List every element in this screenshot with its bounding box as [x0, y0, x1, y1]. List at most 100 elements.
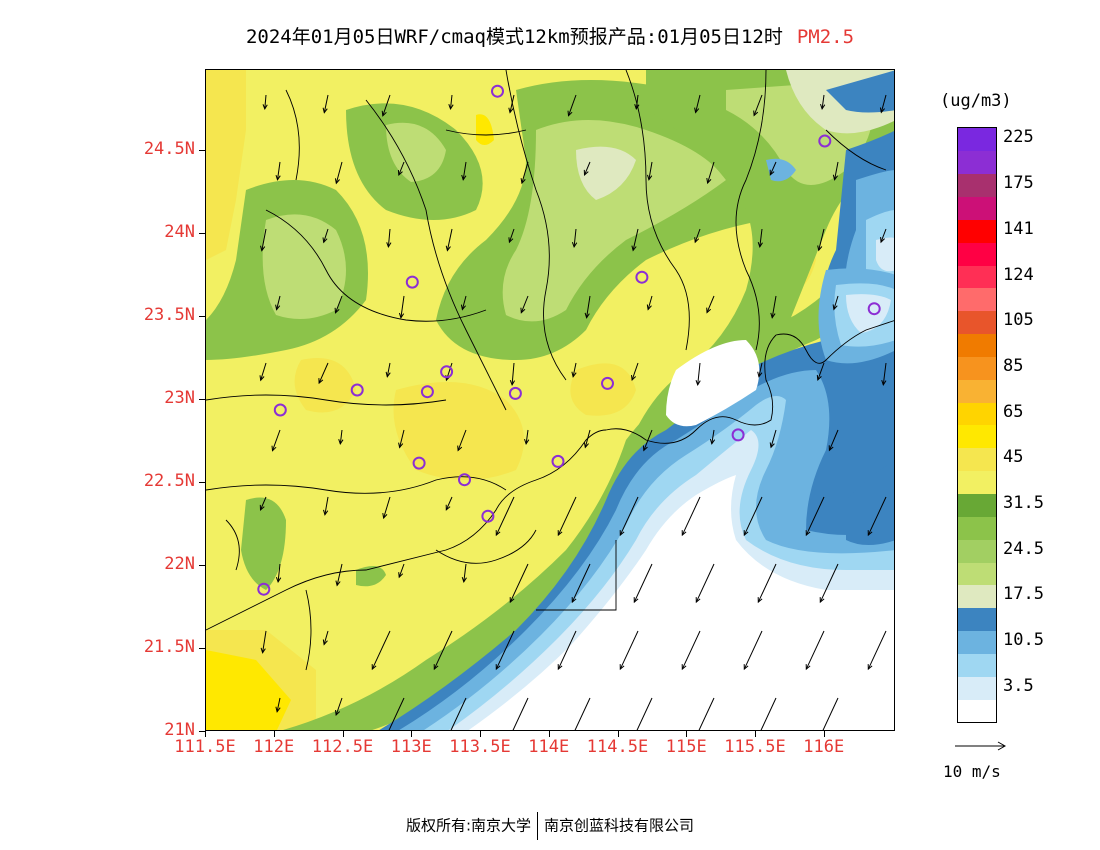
wind-arrow	[275, 161, 281, 181]
wind-arrow	[694, 228, 701, 244]
station-marker	[257, 582, 271, 596]
colorbar-label: 141	[1003, 218, 1034, 239]
lat-tick-mark	[199, 150, 205, 151]
wind-arrow	[636, 697, 653, 730]
wind-arrow	[495, 630, 515, 671]
station-marker	[491, 84, 504, 98]
lon-tick-label: 114E	[528, 737, 570, 757]
lon-tick-mark	[755, 731, 756, 737]
lon-tick-label: 115E	[665, 737, 707, 757]
colorbar-swatch	[958, 562, 996, 586]
lat-tick-mark	[199, 316, 205, 317]
colorbar-swatch	[958, 470, 996, 495]
colorbar-label: 17.5	[1003, 584, 1044, 605]
wind-arrow	[448, 94, 454, 111]
wind-arrow	[743, 496, 763, 537]
station-marker	[508, 386, 522, 400]
wind-arrow	[770, 295, 777, 319]
station-marker	[458, 473, 471, 487]
station-marker	[350, 383, 364, 397]
colorbar-units: (ug/m3)	[940, 91, 1012, 111]
wind-arrow	[757, 563, 777, 604]
station-marker	[481, 509, 495, 523]
wind-arrow	[461, 563, 467, 584]
colorbar-label: 10.5	[1003, 630, 1044, 651]
wind-arrow	[760, 697, 777, 730]
lat-tick-label: 24.5N	[143, 139, 195, 159]
wind-arrow	[508, 94, 515, 114]
wind-arrow	[867, 496, 887, 537]
wind-arrow	[524, 429, 530, 446]
colorbar-label: 225	[1003, 127, 1034, 148]
wind-arrow	[816, 362, 825, 381]
wind-arrow	[275, 697, 281, 713]
colorbar-swatch	[958, 516, 996, 540]
lat-tick-label: 23N	[164, 388, 195, 408]
pm25-map	[205, 69, 895, 731]
wind-arrow	[385, 362, 391, 378]
colorbar-label: 175	[1003, 173, 1034, 194]
wind-arrow	[457, 429, 467, 452]
wind-arrow	[445, 228, 453, 252]
lon-tick-mark	[823, 731, 825, 737]
wind-arrow	[819, 563, 839, 604]
footer-right: 南京创蓝科技有限公司	[544, 816, 695, 835]
lon-tick-mark	[480, 731, 481, 737]
wind-arrow	[583, 429, 591, 449]
wind-arrow	[260, 228, 267, 252]
colorbar	[957, 127, 997, 723]
lon-tick-label: 111.5E	[174, 737, 236, 757]
wind-arrow	[769, 161, 777, 176]
lon-tick-label: 115.5E	[724, 737, 786, 757]
colorbar-swatch	[958, 539, 996, 563]
lat-tick-mark	[199, 399, 205, 400]
wind-arrow	[867, 630, 887, 671]
wind-arrow	[382, 496, 391, 520]
station-marker	[635, 270, 649, 284]
wind-arrow	[631, 228, 639, 252]
colorbar-label: 124	[1003, 264, 1034, 285]
wind-arrow	[275, 563, 282, 584]
title-variable: PM2.5	[796, 26, 855, 48]
wind-arrow	[879, 94, 887, 114]
wind-arrow	[334, 295, 343, 314]
colorbar-swatch	[958, 402, 996, 426]
wind-arrow	[322, 228, 329, 244]
footer-left: 版权所有:南京大学	[405, 816, 532, 835]
colorbar-swatch	[958, 630, 996, 654]
station-marker	[405, 275, 419, 289]
boundary-lines	[206, 70, 894, 671]
lon-tick-mark	[411, 731, 413, 737]
wind-arrow	[512, 697, 529, 730]
colorbar-swatch	[958, 447, 996, 472]
lon-tick-label: 113.5E	[449, 737, 511, 757]
lat-tick-mark	[199, 731, 205, 732]
wind-arrow	[694, 94, 701, 114]
lat-tick-mark	[199, 482, 205, 483]
wind-arrow	[398, 295, 405, 319]
wind-arrow	[322, 94, 329, 114]
colorbar-label: 85	[1003, 355, 1024, 376]
colorbar-swatch	[958, 310, 996, 335]
colorbar-swatch	[958, 128, 996, 152]
lat-tick-label: 24N	[164, 222, 195, 242]
lon-tick-label: 116E	[803, 737, 845, 757]
colorbar-swatch	[958, 607, 996, 632]
wind-arrow	[381, 94, 391, 117]
wind-arrow	[371, 630, 391, 671]
wind-arrow	[805, 630, 825, 671]
colorbar-swatch	[958, 173, 996, 198]
wind-arrow	[275, 295, 281, 311]
colorbar-swatch	[958, 676, 996, 700]
wind-arrow	[583, 161, 591, 176]
wind-arrow	[433, 630, 453, 671]
lat-tick-mark	[199, 565, 205, 566]
colorbar-swatch	[958, 150, 996, 175]
wind-arrow	[817, 228, 825, 252]
wind-arrow	[398, 563, 405, 579]
colorbar-swatch	[958, 265, 996, 289]
pm25-moderate-areas	[206, 70, 894, 590]
wind-arrow	[398, 429, 405, 449]
lon-tick-label: 112E	[253, 737, 295, 757]
lat-tick-label: 22N	[164, 554, 195, 574]
